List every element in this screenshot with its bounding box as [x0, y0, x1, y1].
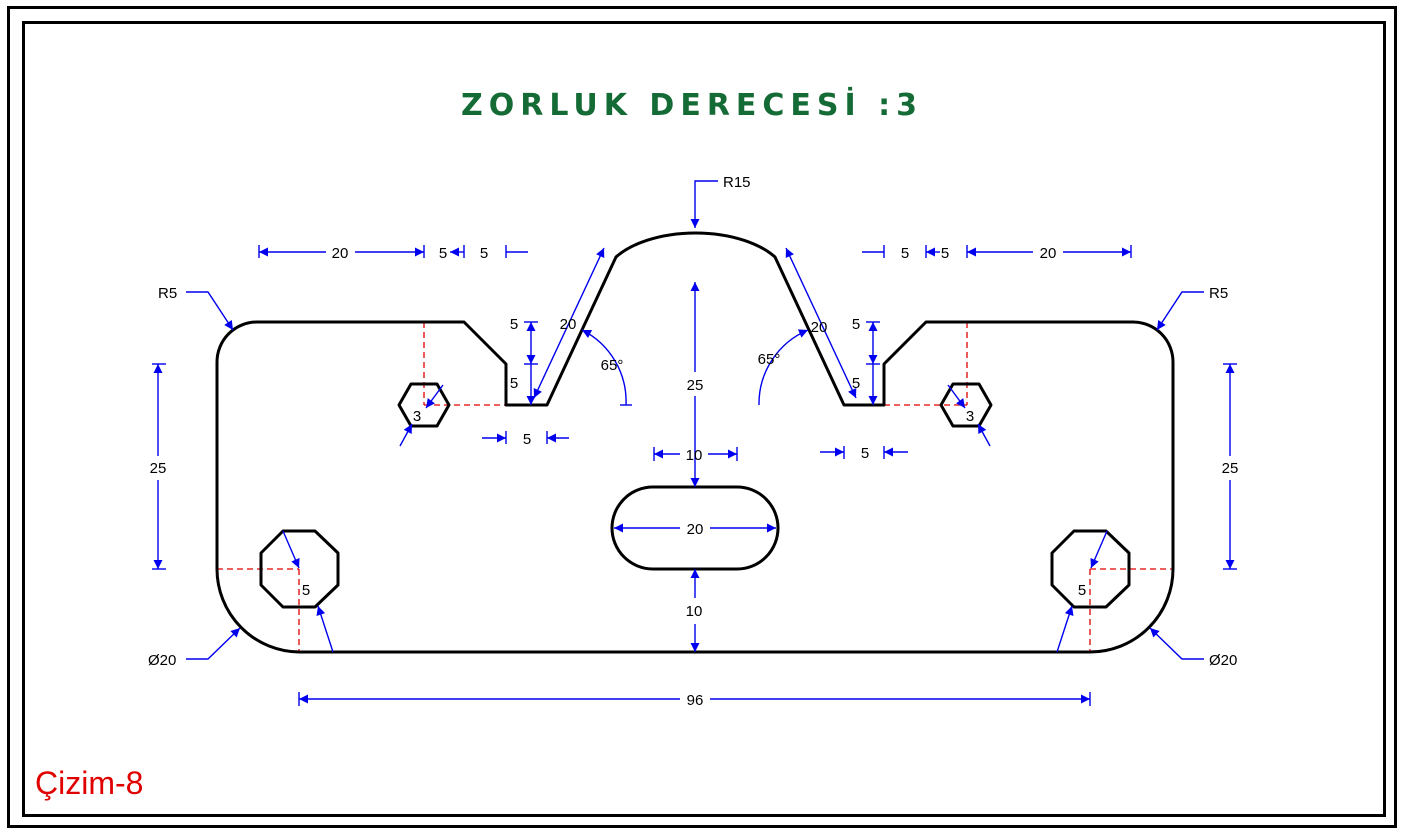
dim-left-diameter: Ø20: [148, 652, 176, 669]
dim-left-step-b: 5: [480, 245, 488, 262]
dim-left-octagon: 5: [302, 582, 310, 599]
dim-center-height: 25: [687, 377, 704, 394]
difficulty-title: ZORLUK DERECESİ :3: [460, 88, 924, 123]
dim-right-diameter: Ø20: [1209, 652, 1237, 669]
drawing-label: Çizim-8: [35, 765, 144, 801]
dim-left-slot-depth-bottom: 5: [510, 375, 518, 392]
dimension-lines: [152, 180, 1237, 706]
obround-slot: [610, 485, 780, 571]
dimension-texts: R15 R5 R5 20 5 5 5 5 20 5 5 5 5 20 20 65…: [148, 174, 1238, 709]
dim-right-step-a: 5: [901, 245, 909, 262]
inner-border: [22, 21, 1386, 817]
dim-bottom-gap: 10: [686, 603, 703, 620]
dim-right-hexagon: 3: [966, 408, 974, 425]
outer-border: [7, 6, 1397, 828]
dim-left-height: 25: [150, 460, 167, 477]
dim-right-slot-depth-bottom: 5: [852, 375, 860, 392]
dim-overall-width: 96: [687, 692, 704, 709]
dim-r5-left: R5: [158, 285, 177, 302]
dim-obround-length: 20: [687, 521, 704, 538]
left-hexagon: [397, 382, 451, 428]
dim-left-top-width: 20: [332, 245, 349, 262]
dim-right-slope: 20: [811, 319, 828, 336]
dim-right-angle: 65°: [758, 351, 781, 368]
dim-left-angle: 65°: [601, 357, 624, 374]
dim-left-slot-depth-top: 5: [510, 316, 518, 333]
dim-obround-height: 10: [686, 447, 703, 464]
part-outline: [215, 231, 1175, 654]
dim-left-slot-width: 5: [523, 431, 531, 448]
dim-right-slot-depth-top: 5: [852, 316, 860, 333]
dim-right-octagon: 5: [1078, 582, 1086, 599]
dim-right-height: 25: [1222, 460, 1239, 477]
dim-left-step-a: 5: [439, 245, 447, 262]
centerlines: [217, 322, 1173, 652]
dim-right-top-width: 20: [1040, 245, 1057, 262]
dim-r15: R15: [723, 174, 751, 191]
dim-right-step-b: 5: [941, 245, 949, 262]
left-octagon: [259, 529, 340, 609]
dim-left-slope: 20: [560, 316, 577, 333]
dim-right-slot-width: 5: [861, 445, 869, 462]
right-octagon: [1050, 529, 1131, 609]
dim-r5-right: R5: [1209, 285, 1228, 302]
dim-left-hexagon: 3: [413, 408, 421, 425]
